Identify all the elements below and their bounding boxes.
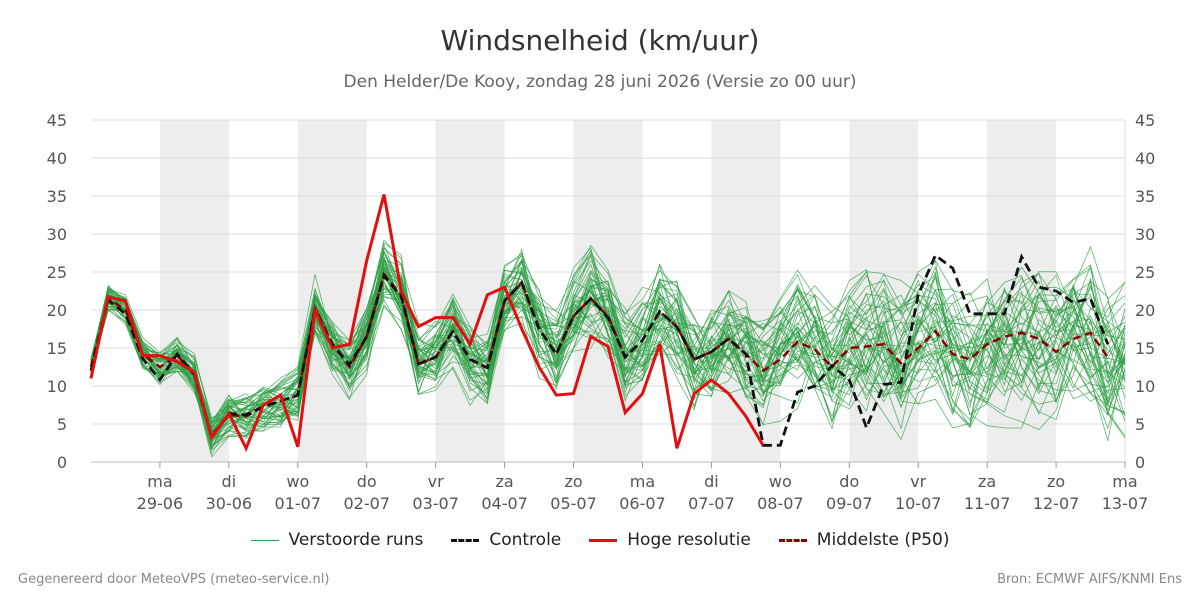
footer-source: Bron: ECMWF AIFS/KNMI Ens <box>997 572 1182 587</box>
ensemble-run-28 <box>90 261 1126 450</box>
ensemble-run-38 <box>90 266 1126 429</box>
legend-item-controle: Controle <box>451 530 561 550</box>
legend-item-hires: Hoge resolutie <box>589 530 751 550</box>
x-tick-day-4: vr <box>428 472 444 491</box>
x-tick-day-8: di <box>704 472 719 491</box>
shaded-band-1 <box>297 120 367 462</box>
y-tick-label-right-15: 15 <box>1135 339 1155 358</box>
chart-legend: Verstoorde runs Controle Hoge resolutie … <box>0 530 1200 550</box>
ensemble-run-20 <box>90 280 1126 442</box>
y-tick-label-left-25: 25 <box>47 263 67 282</box>
series-hires-line <box>89 194 765 452</box>
x-tick-day-12: za <box>978 472 996 491</box>
legend-swatch-hires <box>589 538 618 542</box>
legend-label-ensemble: Verstoorde runs <box>288 530 424 550</box>
ensemble-run-41 <box>90 272 1126 423</box>
ensemble-run-49 <box>90 252 1126 447</box>
legend-label-p50: Middelste (P50) <box>816 530 950 550</box>
y-tick-label-left-0: 0 <box>57 453 67 472</box>
y-tick-label-left-40: 40 <box>47 149 67 168</box>
legend-swatch-p50 <box>778 538 807 542</box>
x-tick-date-10: 09-07 <box>826 494 873 513</box>
ensemble-run-27 <box>90 271 1126 451</box>
x-tick-date-5: 04-07 <box>481 494 528 513</box>
shaded-band-0 <box>159 120 229 462</box>
shaded-band-4 <box>711 120 781 462</box>
x-tick-day-10: do <box>839 472 859 491</box>
y-tick-label-right-30: 30 <box>1135 225 1155 244</box>
legend-swatch-controle <box>451 538 480 542</box>
y-tick-label-left-45: 45 <box>47 111 67 130</box>
x-tick-date-14: 13-07 <box>1102 494 1149 513</box>
x-tick-day-11: vr <box>910 472 926 491</box>
x-tick-date-4: 03-07 <box>412 494 459 513</box>
ensemble-run-43 <box>90 257 1126 423</box>
ensemble-run-46 <box>90 258 1126 431</box>
x-tick-day-7: ma <box>630 472 655 491</box>
legend-item-ensemble: Verstoorde runs <box>250 530 424 550</box>
y-tick-label-right-10: 10 <box>1135 377 1155 396</box>
chart-title: Windsnelheid (km/uur) <box>440 24 760 57</box>
x-tick-date-9: 08-07 <box>757 494 804 513</box>
x-tick-day-3: do <box>357 472 377 491</box>
legend-item-p50: Middelste (P50) <box>778 530 950 550</box>
legend-swatch-ensemble <box>250 539 279 541</box>
x-tick-date-11: 10-07 <box>895 494 942 513</box>
y-tick-label-right-20: 20 <box>1135 301 1155 320</box>
x-tick-date-7: 06-07 <box>619 494 666 513</box>
y-tick-label-left-10: 10 <box>47 377 67 396</box>
x-tick-day-6: zo <box>564 472 582 491</box>
y-tick-label-left-5: 5 <box>57 415 67 434</box>
y-tick-label-right-45: 45 <box>1135 111 1155 130</box>
series-controle-line <box>89 253 1110 447</box>
y-tick-label-right-40: 40 <box>1135 149 1155 168</box>
x-tick-day-5: za <box>495 472 513 491</box>
legend-label-hires: Hoge resolutie <box>627 530 751 550</box>
x-tick-day-9: wo <box>769 472 792 491</box>
y-tick-label-right-5: 5 <box>1135 415 1145 434</box>
ensemble-run-39 <box>90 274 1126 433</box>
x-tick-day-0: ma <box>147 472 172 491</box>
chart-subtitle: Den Helder/De Kooy, zondag 28 juni 2026 … <box>343 72 857 92</box>
ensemble-run-36 <box>90 264 1126 439</box>
y-tick-label-left-30: 30 <box>47 225 67 244</box>
footer-generated-by: Gegenereerd door MeteoVPS (meteo-service… <box>18 572 330 587</box>
x-tick-day-2: wo <box>286 472 309 491</box>
shaded-band-6 <box>987 120 1057 462</box>
x-tick-date-6: 05-07 <box>550 494 597 513</box>
legend-label-controle: Controle <box>489 530 562 550</box>
x-tick-date-13: 12-07 <box>1033 494 1080 513</box>
x-tick-date-8: 07-07 <box>688 494 735 513</box>
x-tick-date-1: 30-06 <box>206 494 253 513</box>
y-tick-label-left-35: 35 <box>47 187 67 206</box>
y-tick-label-left-20: 20 <box>47 301 67 320</box>
y-tick-label-right-0: 0 <box>1135 453 1145 472</box>
y-tick-label-right-35: 35 <box>1135 187 1155 206</box>
ensemble-run-7 <box>90 274 1126 435</box>
x-tick-date-12: 11-07 <box>964 494 1011 513</box>
x-tick-date-0: 29-06 <box>137 494 184 513</box>
x-tick-day-1: di <box>222 472 237 491</box>
x-tick-day-14: ma <box>1112 472 1137 491</box>
x-tick-day-13: zo <box>1047 472 1065 491</box>
x-tick-date-3: 02-07 <box>343 494 390 513</box>
x-tick-date-2: 01-07 <box>275 494 322 513</box>
y-tick-label-left-15: 15 <box>47 339 67 358</box>
y-tick-label-right-25: 25 <box>1135 263 1155 282</box>
